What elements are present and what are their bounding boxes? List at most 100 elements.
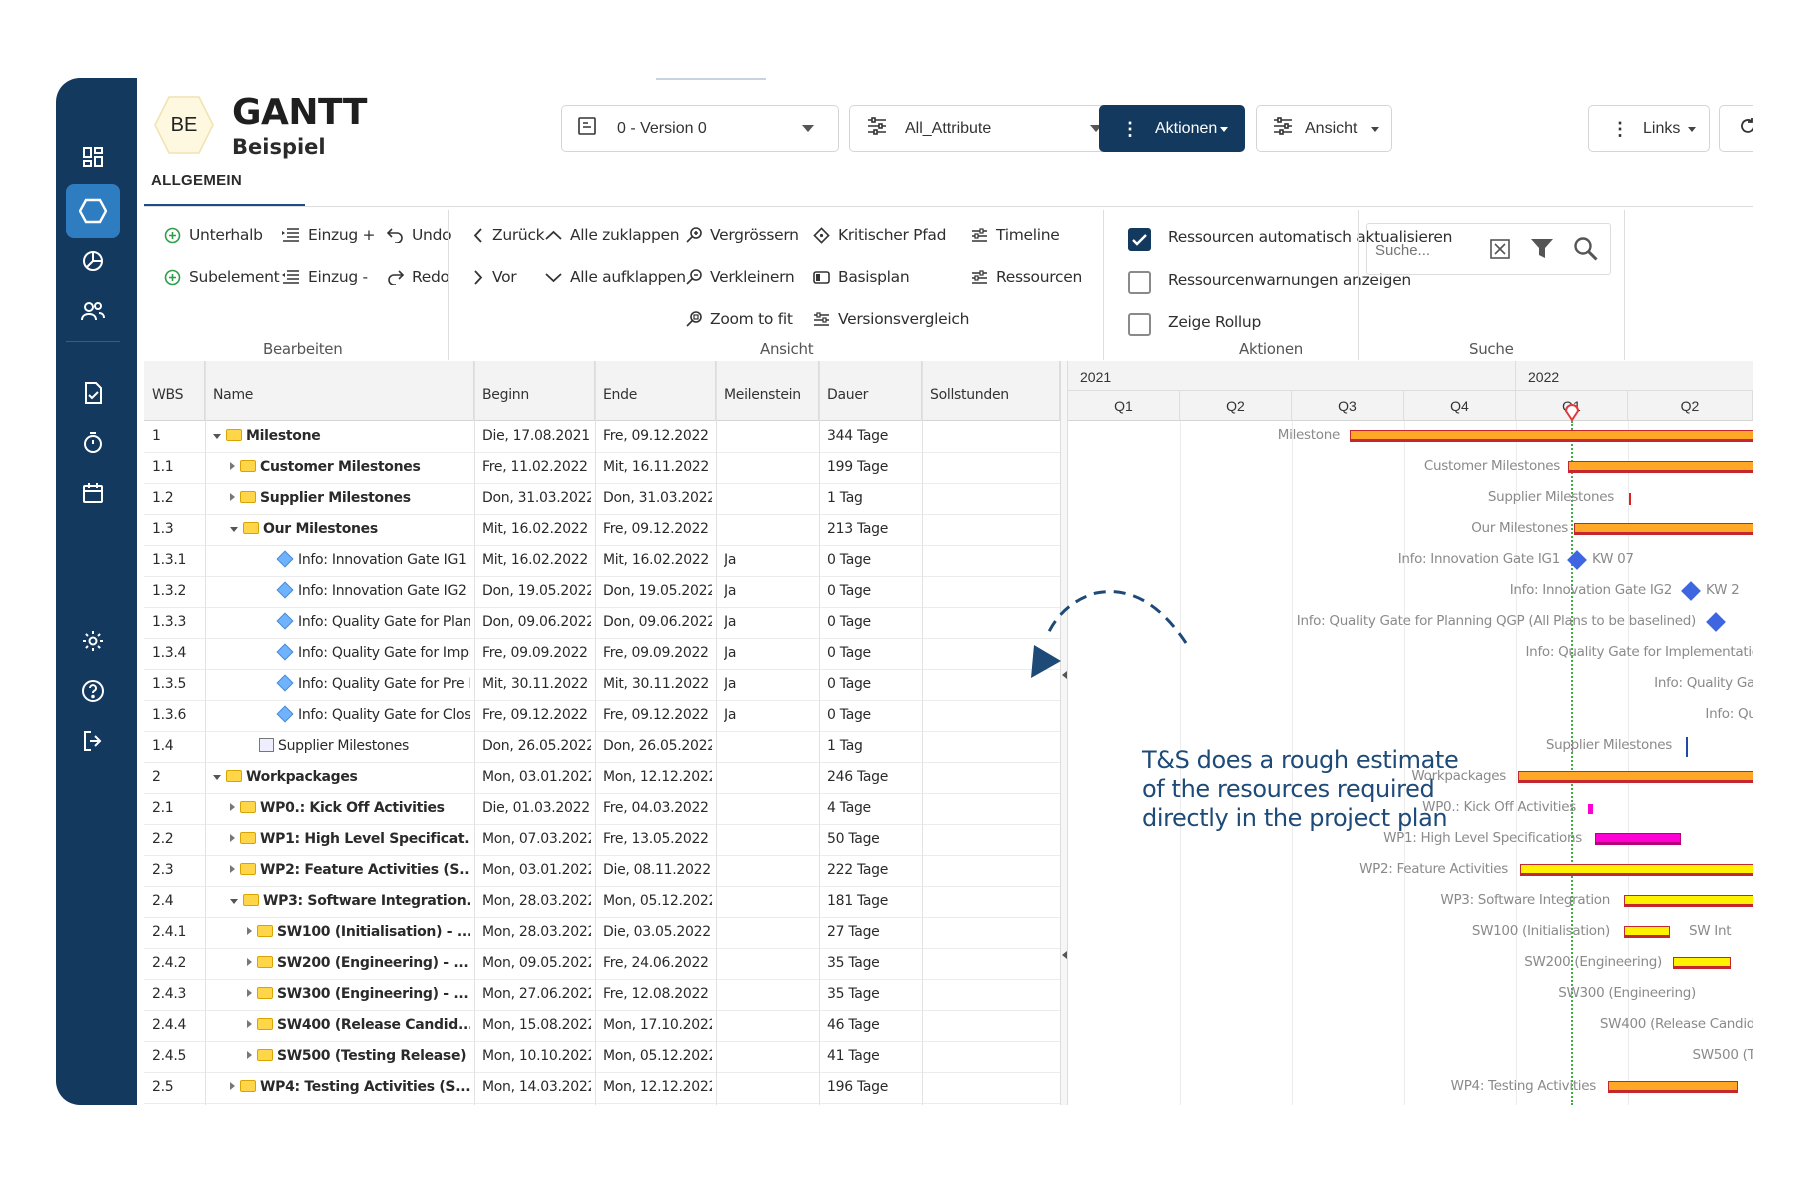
expand-toggle-icon[interactable] — [230, 462, 235, 470]
table-row[interactable]: 2.3 WP2: Feature Activities (S... Mon, 03.… — [144, 856, 1060, 887]
col-header-meilenstein[interactable]: Meilenstein — [716, 361, 819, 421]
table-row[interactable]: 1.3.4 Info: Quality Gate for Imple... Fre,… — [144, 639, 1060, 670]
dashboard-icon[interactable] — [66, 130, 120, 184]
ansicht-button[interactable]: Ansicht — [1256, 105, 1392, 152]
einzug-minus-button[interactable]: Einzug - — [282, 268, 368, 286]
col-header-dauer[interactable]: Dauer — [819, 361, 922, 421]
zoom-to-fit-button[interactable]: Zoom to fit — [686, 310, 793, 328]
col-header-beginn[interactable]: Beginn — [474, 361, 595, 421]
table-row[interactable]: 1.3.6 Info: Quality Gate for Closur... Fre… — [144, 701, 1060, 732]
table-row[interactable]: 1.3.1 Info: Innovation Gate IG1 Mit, 16.02… — [144, 546, 1060, 577]
expand-toggle-icon[interactable] — [230, 865, 235, 873]
collapse-toggle-icon[interactable] — [213, 775, 221, 780]
logout-icon[interactable] — [66, 714, 120, 768]
expand-toggle-icon[interactable] — [247, 989, 252, 997]
gantt-bar[interactable] — [1595, 833, 1681, 845]
alle-zuklappen-button[interactable]: Alle zuklappen — [545, 226, 680, 244]
expand-toggle-icon[interactable] — [247, 958, 252, 966]
table-row[interactable]: 2.1 WP0.: Kick Off Activities Die, 01.03.2… — [144, 794, 1060, 825]
gantt-tick[interactable] — [1686, 736, 1688, 757]
table-row[interactable]: 1.4 Supplier Milestones Don, 26.05.2022 Don… — [144, 732, 1060, 763]
collapse-toggle-icon[interactable] — [213, 434, 221, 439]
users-icon[interactable] — [66, 284, 120, 338]
search-input[interactable] — [1375, 235, 1485, 265]
table-row[interactable]: 2.5 WP4: Testing Activities (S... Mon, 14.… — [144, 1073, 1060, 1104]
einzug-plus-button[interactable]: Einzug + — [282, 226, 376, 244]
timeline-button[interactable]: Timeline — [971, 226, 1060, 244]
expand-toggle-icon[interactable] — [230, 493, 235, 501]
alle-aufklappen-button[interactable]: Alle aufklappen — [545, 268, 686, 286]
expand-toggle-icon[interactable] — [230, 834, 235, 842]
table-row[interactable]: 2.4.1 SW100 (Initialisation) - ... Mon, 28… — [144, 918, 1060, 949]
gantt-tick[interactable] — [1588, 803, 1593, 814]
pie-chart-icon[interactable] — [66, 234, 120, 288]
aktionen-button[interactable]: ⋮ Aktionen — [1099, 105, 1245, 152]
table-row[interactable]: 1.3.5 Info: Quality Gate for Pre D... Mit,… — [144, 670, 1060, 701]
table-row[interactable]: 1.3.3 Info: Quality Gate for Planni... Don… — [144, 608, 1060, 639]
zurueck-button[interactable]: Zurück — [472, 226, 545, 244]
expand-toggle-icon[interactable] — [247, 1051, 252, 1059]
unterhalb-button[interactable]: Unterhalb — [164, 226, 263, 244]
checkbox-resource-warnings[interactable] — [1128, 271, 1151, 294]
clear-search-icon[interactable] — [1489, 238, 1511, 265]
col-header-sollstunden[interactable]: Sollstunden — [922, 361, 1060, 421]
gantt-bar[interactable] — [1608, 1081, 1738, 1093]
gantt-bar[interactable] — [1520, 864, 1753, 876]
vergroessern-button[interactable]: Vergrössern — [686, 226, 799, 244]
subelement-button[interactable]: Subelement — [164, 268, 280, 286]
filter-icon[interactable] — [1530, 238, 1554, 265]
stopwatch-icon[interactable] — [66, 416, 120, 470]
search-icon[interactable] — [1573, 236, 1599, 267]
settings-gear-icon[interactable] — [66, 614, 120, 668]
gantt-bar[interactable] — [1673, 957, 1731, 969]
collapse-toggle-icon[interactable] — [230, 527, 238, 532]
table-row[interactable]: 1.1 Customer Milestones Fre, 11.02.2022 Mit… — [144, 453, 1060, 484]
checkbox-auto-update[interactable] — [1128, 228, 1151, 251]
kritischer-pfad-button[interactable]: Kritischer Pfad — [813, 226, 946, 244]
col-header-ende[interactable]: Ende — [595, 361, 716, 421]
table-row[interactable]: 2.4.2 SW200 (Engineering) - ... Mon, 09.05… — [144, 949, 1060, 980]
table-row[interactable]: 2 Workpackages Mon, 03.01.2022 Mon, 12.12.2… — [144, 763, 1060, 794]
gantt-bar[interactable] — [1350, 430, 1753, 442]
attribute-select[interactable]: All_Attribute — [849, 105, 1127, 152]
table-row[interactable]: 2.2 WP1: High Level Specificat... Mon, 07.… — [144, 825, 1060, 856]
gantt-bar[interactable] — [1518, 771, 1753, 783]
tab-allgemein[interactable]: ALLGEMEIN — [151, 172, 243, 189]
gantt-tick[interactable] — [1629, 492, 1631, 505]
table-row[interactable]: 1.2 Supplier Milestones Don, 31.03.2022 Don… — [144, 484, 1060, 515]
collapse-toggle-icon[interactable] — [230, 899, 238, 904]
expand-toggle-icon[interactable] — [230, 1082, 235, 1090]
expand-toggle-icon[interactable] — [247, 927, 252, 935]
redo-button[interactable]: Redo — [387, 268, 450, 286]
versionsvergleich-button[interactable]: Versionsvergleich — [813, 310, 969, 328]
table-row[interactable]: 2.4.5 SW500 (Testing Release) Mon, 10.10.2… — [144, 1042, 1060, 1073]
undo-button[interactable]: Undo — [387, 226, 452, 244]
links-button[interactable]: ⋮ Links — [1588, 105, 1710, 152]
project-hexagon-icon[interactable] — [66, 184, 120, 238]
col-header-name[interactable]: Name — [205, 361, 474, 421]
table-row[interactable]: 1 Milestone Die, 17.08.2021 Fre, 09.12.2022… — [144, 422, 1060, 453]
expand-toggle-icon[interactable] — [247, 1020, 252, 1028]
gantt-bar[interactable] — [1624, 926, 1670, 938]
verkleinern-button[interactable]: Verkleinern — [686, 268, 795, 286]
table-row[interactable]: 1.3.2 Info: Innovation Gate IG2 Don, 19.05… — [144, 577, 1060, 608]
gantt-milestone-diamond[interactable] — [1681, 581, 1701, 601]
ressourcen-button[interactable]: Ressourcen — [971, 268, 1082, 286]
table-row[interactable]: 2.4.3 SW300 (Engineering) - ... Mon, 27.06… — [144, 980, 1060, 1011]
gantt-milestone-diamond[interactable] — [1706, 612, 1726, 632]
table-row[interactable]: 2.4 WP3: Software Integration... Mon, 28.0… — [144, 887, 1060, 918]
refresh-button[interactable] — [1719, 105, 1753, 152]
pane-splitter[interactable] — [1060, 361, 1068, 1105]
checkbox-rollup[interactable] — [1128, 313, 1151, 336]
calendar-icon[interactable] — [66, 466, 120, 520]
expand-toggle-icon[interactable] — [230, 803, 235, 811]
table-row[interactable]: 2.4.4 SW400 (Release Candid... Mon, 15.08.… — [144, 1011, 1060, 1042]
basisplan-button[interactable]: Basisplan — [813, 268, 910, 286]
col-header-wbs[interactable]: WBS — [144, 361, 205, 421]
task-check-icon[interactable] — [66, 366, 120, 420]
gantt-bar[interactable] — [1568, 461, 1753, 473]
version-select[interactable]: 0 - Version 0 — [561, 105, 839, 152]
vor-button[interactable]: Vor — [472, 268, 517, 286]
gantt-bar[interactable] — [1574, 523, 1753, 535]
gantt-bar[interactable] — [1624, 895, 1753, 907]
